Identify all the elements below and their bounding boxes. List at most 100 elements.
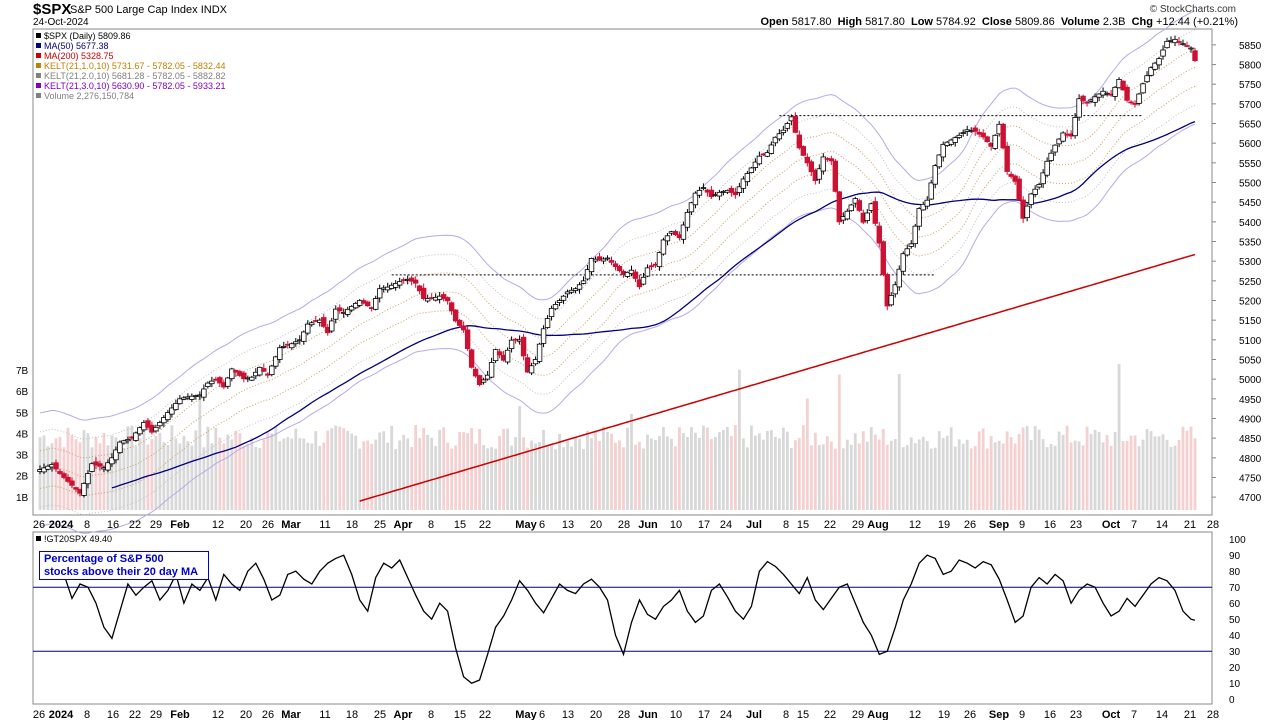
indicator-date-label: Oct: [1102, 709, 1121, 720]
candlestick: [748, 166, 755, 174]
volume-bar: [398, 440, 402, 510]
candlestick: [844, 208, 851, 221]
price-tick-label: 5150: [1239, 316, 1262, 327]
date-label: 26: [964, 519, 976, 531]
down-candle: [1192, 50, 1198, 61]
legend-item: $SPX (Daily) 5809.86: [36, 31, 131, 41]
up-candle: [1160, 49, 1166, 57]
indicator-date-label: Sep: [989, 709, 1009, 720]
candlestick: [1024, 203, 1030, 222]
volume-bar: [522, 437, 525, 510]
volume-bar: [166, 445, 170, 510]
candlestick: [177, 395, 183, 405]
volume-bar: [258, 448, 262, 510]
candlestick: [716, 189, 723, 201]
up-candle: [396, 281, 403, 286]
volume-bar: [506, 428, 509, 510]
up-candle: [329, 320, 335, 332]
candlestick: [920, 201, 926, 211]
volume-bar: [849, 444, 853, 510]
volume-bar: [302, 438, 306, 510]
volume-bar: [929, 448, 933, 510]
up-candle: [688, 202, 695, 213]
indicator-date-label: 8: [84, 709, 90, 720]
candlestick: [1112, 85, 1118, 101]
candlestick: [544, 315, 551, 329]
legend-item: MA(50) 5677.38: [36, 41, 109, 51]
candlestick: [1096, 93, 1102, 102]
up-candle: [1144, 75, 1150, 83]
candlestick: [1164, 37, 1170, 49]
candlestick: [972, 125, 978, 136]
volume-bar: [1161, 434, 1165, 510]
down-candle: [832, 160, 839, 192]
volume-bar: [578, 439, 581, 510]
up-candle: [580, 280, 587, 284]
volume-bar: [378, 432, 382, 510]
legend-item: KELT(21,3.0,10) 5630.90 - 5782.05 - 5933…: [36, 81, 225, 91]
volume-bar: [106, 445, 110, 510]
ma50-line: [111, 120, 1196, 489]
candlestick: [345, 306, 351, 317]
date-label: 12: [212, 519, 224, 531]
low-value: 5784.92: [936, 16, 976, 28]
up-candle: [896, 268, 902, 288]
indicator-date-label: 8: [428, 709, 434, 720]
up-candle: [1188, 47, 1194, 50]
indicator-date-label: 25: [374, 709, 386, 720]
up-candle: [45, 465, 51, 470]
candlestick: [1052, 144, 1058, 156]
candlestick: [1124, 84, 1130, 103]
exchange-label: INDX: [200, 4, 227, 16]
up-candle: [201, 388, 207, 398]
candlestick: [73, 486, 79, 492]
up-candle: [137, 427, 143, 435]
volume-bar: [430, 437, 434, 510]
volume-bar: [682, 433, 685, 510]
up-candle: [1156, 58, 1162, 66]
volume-bar: [694, 432, 697, 510]
up-candle: [700, 187, 707, 190]
candlestick: [365, 300, 371, 307]
up-candle: [153, 426, 159, 432]
price-tick-label: 5000: [1239, 375, 1262, 386]
candlestick: [488, 357, 495, 379]
up-candle: [768, 144, 775, 154]
candlestick: [796, 130, 803, 150]
index-name: S&P 500 Large Cap Index: [70, 4, 198, 16]
volume-bar: [869, 427, 873, 510]
date-label: May: [515, 519, 537, 531]
up-candle: [349, 305, 355, 311]
candlestick: [396, 277, 403, 289]
down-candle: [672, 231, 679, 236]
candlestick: [508, 336, 515, 353]
volume-bar: [877, 439, 881, 510]
volume-bar: [330, 428, 334, 510]
up-candle: [177, 398, 183, 405]
volume-bar: [710, 439, 713, 510]
up-candle: [696, 189, 703, 196]
date-label: 18: [346, 519, 358, 531]
line-icon: [36, 63, 41, 68]
volume-bar: [1017, 433, 1021, 510]
candlestick: [560, 294, 567, 305]
volume-bar: [1125, 441, 1129, 510]
date-label: 20: [240, 519, 252, 531]
down-candle: [836, 191, 843, 223]
date-label: 22: [129, 519, 141, 531]
candlestick: [736, 182, 743, 197]
volume-bar: [781, 427, 785, 510]
volume-bar: [622, 447, 625, 510]
up-candle: [940, 143, 946, 158]
date-label: Mar: [281, 519, 301, 531]
volume-value: 2.3B: [1102, 16, 1126, 28]
candlestick: [744, 170, 751, 187]
volume-bar: [226, 434, 230, 510]
up-candle: [560, 295, 567, 301]
volume-bar: [809, 445, 813, 510]
volume-bar: [957, 439, 961, 510]
candlestick: [1000, 122, 1006, 150]
down-candle: [448, 302, 455, 312]
volume-bar: [773, 436, 777, 510]
